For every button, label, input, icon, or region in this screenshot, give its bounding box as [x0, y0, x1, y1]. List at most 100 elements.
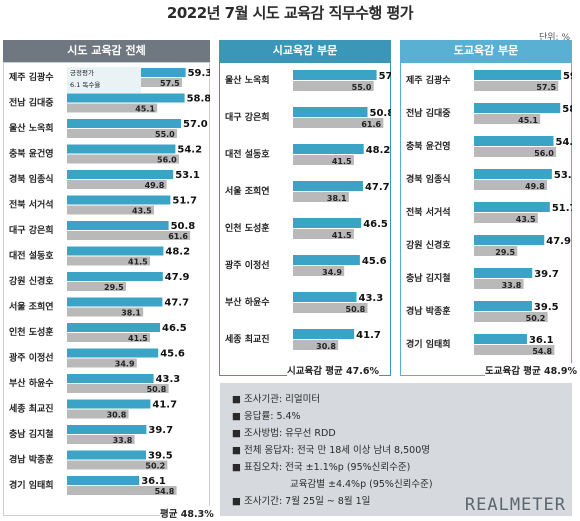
category-label: 제주 김광수	[9, 71, 54, 83]
chart-overall: 제주 김광수 59.3 57.5 전남 김대중 58.8 45.1 울산 노옥희 57.0 55…	[9, 68, 210, 496]
category-label: 제주 김광수	[406, 74, 451, 86]
bar-secondary	[293, 192, 349, 202]
value-label-positive: 58.8	[562, 104, 572, 115]
bar-positive	[67, 297, 163, 307]
category-label: 대구 강은희	[225, 111, 270, 123]
value-label-secondary: 50.2	[145, 462, 165, 471]
category-label: 세종 최교진	[225, 333, 270, 345]
value-label-positive: 47.7	[365, 182, 390, 193]
value-label-secondary: 57.5	[536, 83, 556, 92]
category-label: 대전 설동호	[9, 250, 54, 262]
bar-secondary	[67, 486, 177, 495]
category-label: 경남 박종훈	[406, 305, 451, 317]
value-label-positive: 57.0	[379, 71, 391, 82]
bar-secondary	[67, 435, 135, 444]
category-label: 광주 이정선	[9, 352, 54, 364]
value-label-positive: 47.9	[546, 236, 571, 247]
category-label: 경북 임종식	[406, 173, 451, 185]
bar-secondary	[67, 333, 150, 342]
bar-secondary	[67, 154, 179, 164]
value-label-secondary: 38.1	[121, 309, 141, 318]
bar-secondary	[67, 384, 169, 393]
category-label: 충남 김지철	[406, 272, 451, 284]
value-label-secondary: 56.0	[534, 149, 554, 158]
bar-secondary	[293, 266, 345, 276]
value-label-secondary: 61.6	[361, 120, 381, 129]
value-label-secondary: 43.5	[132, 207, 152, 216]
bar-secondary	[67, 282, 126, 291]
bar-positive	[67, 272, 163, 281]
bar-positive	[67, 144, 176, 154]
info-line-agency: ■ 조사기관: 리얼미터	[232, 394, 321, 405]
value-label-secondary: 38.1	[327, 194, 347, 203]
category-label: 대구 강은희	[9, 224, 54, 236]
value-label-secondary: 54.8	[532, 347, 552, 356]
category-label: 대전 설동호	[225, 148, 270, 160]
bar-positive	[474, 301, 532, 311]
bar-positive	[67, 195, 171, 205]
panel-city-title: 시교육감 부문	[272, 44, 338, 57]
value-label-secondary: 50.2	[526, 314, 546, 323]
bar-positive	[67, 119, 181, 128]
value-label-positive: 47.9	[165, 272, 190, 283]
bar-secondary	[293, 118, 384, 128]
value-label-positive: 59.3	[563, 71, 572, 82]
value-label-positive: 51.7	[172, 196, 197, 207]
bar-positive	[293, 181, 363, 191]
legend: 긍정평가 6.1 독수율	[67, 67, 141, 93]
bar-secondary	[67, 129, 177, 138]
value-label-secondary: 57.5	[160, 79, 180, 88]
category-label: 세종 최교진	[9, 403, 54, 415]
bar-positive	[67, 425, 147, 434]
category-label: 부산 하윤수	[9, 377, 54, 389]
panel-overall-title: 시도 교육감 전체	[67, 44, 146, 57]
category-label: 울산 노옥희	[225, 74, 270, 86]
category-label: 전북 서거석	[406, 206, 451, 218]
value-label-positive: 54.2	[555, 137, 572, 148]
value-label-secondary: 30.8	[316, 342, 336, 351]
bar-secondary	[67, 307, 144, 317]
value-label-secondary: 54.8	[155, 487, 175, 496]
bar-secondary	[67, 256, 150, 266]
value-label-secondary: 49.8	[145, 181, 165, 190]
value-label-positive: 53.1	[554, 170, 572, 181]
brand-logo: REALMETER	[464, 495, 566, 515]
bar-positive	[293, 255, 360, 265]
category-label: 인천 도성훈	[225, 222, 270, 234]
value-label-positive: 39.7	[534, 269, 559, 280]
value-label-positive: 58.8	[187, 94, 210, 105]
value-label-positive: 53.1	[175, 170, 200, 181]
value-label-secondary: 50.8	[346, 305, 366, 314]
value-label-positive: 45.6	[362, 256, 387, 267]
bar-secondary	[293, 81, 374, 91]
bar-positive	[474, 136, 554, 146]
info-line-sampling-error-each: 교육감별 ±4.4%p (95%신뢰수준)	[290, 479, 433, 490]
page-title: 2022년 7월 시도 교육감 직무수행 평가	[166, 4, 414, 22]
value-label-secondary: 33.8	[502, 281, 522, 290]
value-label-secondary: 29.5	[104, 283, 124, 292]
value-label-secondary: 49.8	[525, 182, 545, 191]
bar-positive	[474, 70, 561, 80]
panel-overall-header: 시도 교육감 전체	[3, 40, 210, 62]
value-label-positive: 50.8	[171, 221, 196, 232]
value-label-secondary: 61.6	[168, 232, 188, 241]
bar-positive	[293, 144, 364, 154]
category-label: 충북 윤건영	[406, 140, 451, 152]
bar-positive	[293, 218, 362, 228]
value-label-secondary: 41.5	[332, 157, 352, 166]
category-label: 충북 윤건영	[9, 148, 54, 160]
value-label-secondary: 55.0	[352, 83, 372, 92]
category-label: 서울 조희연	[225, 185, 270, 197]
category-label: 부산 하윤수	[225, 296, 270, 308]
bar-secondary	[474, 246, 518, 256]
bar-secondary	[474, 213, 538, 223]
value-label-positive: 48.2	[366, 145, 391, 156]
bar-secondary	[67, 358, 137, 368]
info-line-respondents: ■ 전체 응답자: 전국 만 18세 이상 남녀 8,500명	[232, 445, 430, 456]
value-label-positive: 43.3	[359, 293, 384, 304]
bar-positive	[67, 399, 151, 409]
bar-secondary	[67, 103, 158, 113]
value-label-secondary: 34.9	[115, 360, 135, 369]
bar-secondary	[67, 180, 167, 189]
category-label: 경북 임종식	[9, 173, 54, 185]
